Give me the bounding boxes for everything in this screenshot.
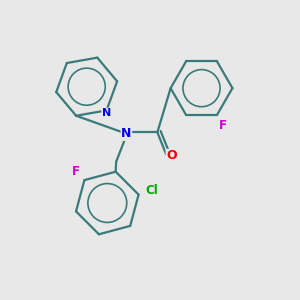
Text: F: F: [72, 165, 80, 178]
Text: N: N: [121, 127, 132, 140]
Text: O: O: [166, 149, 177, 162]
Text: N: N: [102, 108, 111, 118]
Text: F: F: [219, 119, 227, 132]
Text: Cl: Cl: [146, 184, 159, 197]
